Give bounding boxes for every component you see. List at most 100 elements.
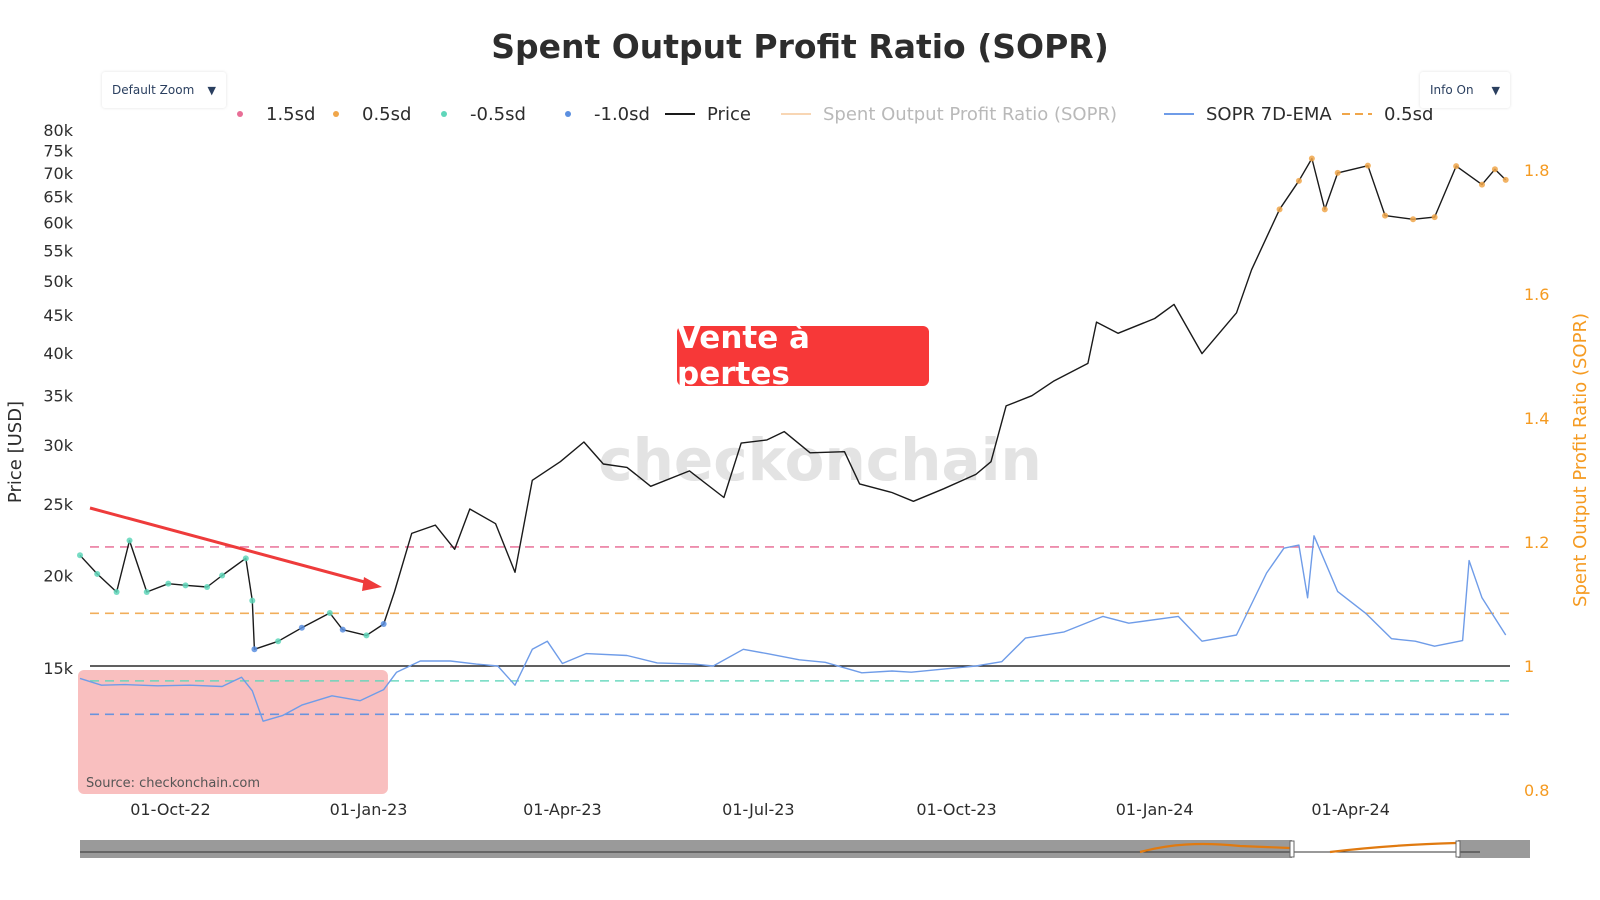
left-tick-label: 20k xyxy=(43,567,73,586)
legend-swatch xyxy=(565,111,571,117)
arrow-head xyxy=(362,577,382,591)
left-tick-label: 65k xyxy=(43,188,73,207)
x-tick-label: 01-Apr-24 xyxy=(1311,800,1390,819)
price-point xyxy=(113,589,120,596)
zoom-dropdown-label: Default Zoom xyxy=(112,83,195,97)
price-point xyxy=(182,582,189,589)
legend-label: 0.5sd xyxy=(1384,104,1433,125)
legend-label: 0.5sd xyxy=(362,104,411,125)
legend: 1.5sd 0.5sd -0.5sd -1.0sd Price Spent Output … xyxy=(237,104,1433,125)
price-point xyxy=(249,597,256,604)
left-tick-label: 40k xyxy=(43,344,73,363)
navigator-window xyxy=(1292,840,1458,858)
left-axis: 80k 75k 70k 65k 60k 55k 50k 45k 40k 35k 30k 25k 20k 1… xyxy=(43,121,73,678)
price-point xyxy=(219,572,226,579)
legend-swatch xyxy=(441,111,447,117)
right-tick-label: 1 xyxy=(1524,657,1534,676)
sopr-ema-series xyxy=(79,535,1507,722)
right-tick-label: 1.6 xyxy=(1524,285,1549,304)
price-point xyxy=(363,632,370,639)
x-tick-label: 01-Oct-23 xyxy=(916,800,996,819)
annotation-label: Vente à pertes xyxy=(677,320,929,392)
left-tick-label: 60k xyxy=(43,213,73,232)
price-point xyxy=(380,621,387,628)
info-dropdown-label: Info On xyxy=(1430,83,1474,97)
navigator-left-handle xyxy=(1289,840,1295,858)
price-point xyxy=(1479,181,1486,188)
source-label: Source: checkonchain.com xyxy=(86,776,260,791)
sopr-ema-line xyxy=(79,535,1507,722)
left-tick-label: 75k xyxy=(43,142,73,161)
left-axis-title: Price [USD] xyxy=(5,401,26,503)
price-point xyxy=(1491,166,1498,173)
x-tick-label: 01-Jan-24 xyxy=(1116,800,1194,819)
x-tick-label: 01-Jan-23 xyxy=(330,800,408,819)
price-point xyxy=(143,589,150,596)
price-point xyxy=(242,555,249,562)
price-point xyxy=(1334,169,1341,176)
price-point xyxy=(1382,212,1389,219)
price-point xyxy=(1321,206,1328,213)
legend-label: -0.5sd xyxy=(470,104,526,125)
x-tick-label: 01-Apr-23 xyxy=(523,800,602,819)
price-point xyxy=(77,552,83,559)
left-tick-label: 45k xyxy=(43,306,73,325)
right-axis: 1.8 1.6 1.4 1.2 1 0.8 xyxy=(1524,161,1549,800)
info-dropdown[interactable]: Info On ▼ xyxy=(1420,72,1510,108)
price-point xyxy=(165,580,172,587)
right-tick-label: 1.4 xyxy=(1524,409,1549,428)
legend-label: SOPR 7D-EMA xyxy=(1206,104,1332,125)
left-tick-label: 30k xyxy=(43,436,73,455)
chevron-down-icon: ▼ xyxy=(1491,83,1500,97)
price-point xyxy=(94,570,101,577)
price-point xyxy=(1410,216,1417,223)
price-point xyxy=(298,624,305,631)
left-tick-label: 55k xyxy=(43,241,73,260)
price-line xyxy=(79,157,1507,650)
chart-title: Spent Output Profit Ratio (SOPR) xyxy=(491,27,1109,66)
price-point xyxy=(1502,176,1509,183)
left-tick-label: 35k xyxy=(43,387,73,406)
legend-label: Price xyxy=(707,104,751,125)
watermark: checkonchain xyxy=(598,426,1042,494)
x-axis: 01-Oct-22 01-Jan-23 01-Apr-23 01-Jul-23 01-O… xyxy=(130,800,1390,819)
price-point xyxy=(1308,155,1315,162)
right-axis-title: Spent Output Profit Ratio (SOPR) xyxy=(1570,313,1591,607)
price-point xyxy=(1295,177,1302,184)
reference-lines xyxy=(90,546,1510,716)
price-series xyxy=(77,155,1509,653)
left-tick-label: 15k xyxy=(43,659,73,678)
chevron-down-icon: ▼ xyxy=(207,83,216,97)
price-point xyxy=(126,537,133,544)
legend-label: -1.0sd xyxy=(594,104,650,125)
legend-label: 1.5sd xyxy=(266,104,315,125)
legend-swatch xyxy=(237,111,243,117)
price-point xyxy=(326,609,333,616)
price-point xyxy=(1276,206,1283,213)
price-point xyxy=(1364,162,1371,169)
loss-zone-layer xyxy=(78,670,388,794)
price-point xyxy=(204,583,211,590)
left-tick-label: 25k xyxy=(43,495,73,514)
right-tick-label: 1.8 xyxy=(1524,161,1549,180)
right-tick-label: 0.8 xyxy=(1524,781,1549,800)
range-navigator[interactable] xyxy=(80,840,1530,858)
left-tick-label: 70k xyxy=(43,164,73,183)
price-point xyxy=(275,638,282,645)
price-point xyxy=(1431,214,1438,221)
price-point xyxy=(1453,163,1460,170)
arrow-shaft xyxy=(89,506,373,586)
x-tick-label: 01-Oct-22 xyxy=(130,800,210,819)
left-tick-label: 50k xyxy=(43,272,73,291)
navigator-track xyxy=(80,840,1530,858)
x-tick-label: 01-Jul-23 xyxy=(722,800,794,819)
navigator-right-handle xyxy=(1455,840,1461,858)
price-point xyxy=(251,646,258,653)
price-point xyxy=(339,626,346,633)
left-tick-label: 80k xyxy=(43,121,73,140)
legend-swatch xyxy=(333,111,339,117)
zoom-dropdown[interactable]: Default Zoom ▼ xyxy=(102,72,226,108)
right-tick-label: 1.2 xyxy=(1524,533,1549,552)
legend-label: Spent Output Profit Ratio (SOPR) xyxy=(823,104,1117,125)
